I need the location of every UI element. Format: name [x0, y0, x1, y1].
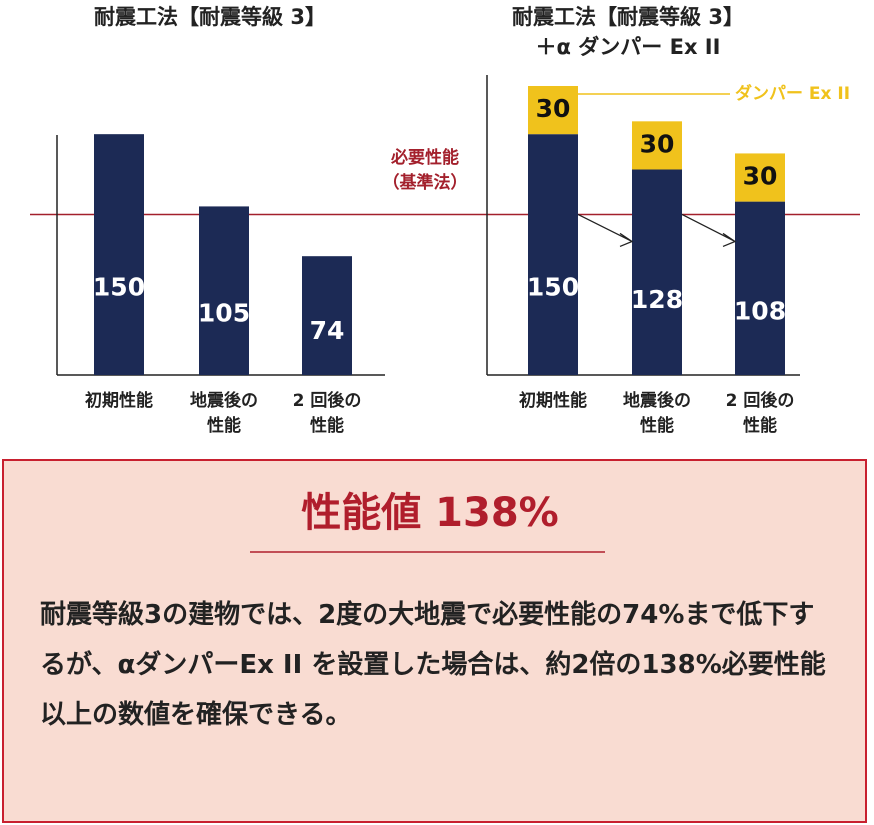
bar — [199, 206, 249, 375]
bar-segment — [735, 153, 785, 202]
summary-text: 耐震等級3の建物では、2度の大地震で必要性能の74%まで低下するが、αダンパーE… — [40, 600, 826, 730]
x-tick-label: 初期性能 — [85, 390, 153, 411]
bar-segment — [528, 86, 578, 135]
value-label: 128 — [631, 285, 683, 314]
x-tick-label: 2 回後の性能 — [726, 390, 795, 436]
value-label: 74 — [310, 316, 345, 345]
value-label: 105 — [198, 298, 250, 327]
summary-title: 性能値 138% — [301, 490, 559, 536]
chart-title: 耐震工法【耐震等級 3】＋α ダンパー Ex II — [512, 5, 744, 59]
x-tick-label: 地震後の性能 — [623, 390, 691, 436]
chart-title: 耐震工法【耐震等級 3】 — [94, 5, 326, 29]
value-label: 30 — [743, 162, 778, 191]
x-tick-label: 2 回後の性能 — [293, 390, 362, 436]
value-label: 30 — [536, 94, 571, 123]
bar-segment — [735, 201, 785, 375]
summary-box — [2, 459, 867, 823]
reference-label: 必要性能 — [390, 147, 459, 168]
bar-segment — [528, 134, 578, 375]
arrow — [577, 213, 634, 248]
legend-label: ダンパー Ex II — [735, 83, 850, 104]
x-tick-label: 地震後の性能 — [190, 390, 258, 436]
bar-segment — [632, 169, 682, 375]
x-tick-label: 初期性能 — [519, 390, 587, 411]
arrow — [681, 213, 737, 248]
value-label: 108 — [734, 297, 786, 326]
reference-sublabel: （基準法） — [383, 172, 468, 193]
value-label: 150 — [527, 272, 579, 301]
bar-segment — [632, 121, 682, 170]
bar — [302, 256, 352, 375]
value-label: 30 — [640, 129, 675, 158]
bar — [94, 134, 144, 375]
value-label: 150 — [93, 272, 145, 301]
